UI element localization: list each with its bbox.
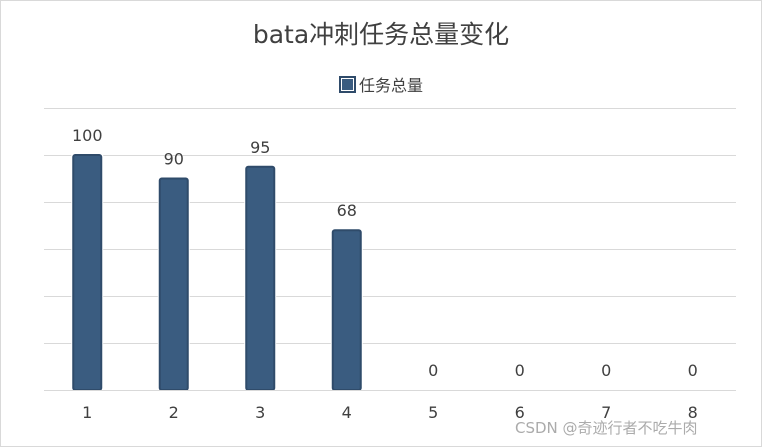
x-tick-label: 7 <box>601 403 611 422</box>
bar <box>245 165 276 391</box>
legend-label: 任务总量 <box>358 76 423 95</box>
data-label: 0 <box>688 361 698 380</box>
legend-swatch <box>338 75 356 93</box>
watermark: CSDN @奇迹行者不吃牛肉 <box>515 419 698 437</box>
data-label: 0 <box>601 361 611 380</box>
data-label: 0 <box>515 361 525 380</box>
bar <box>331 229 362 391</box>
x-tick-label: 5 <box>428 403 438 422</box>
data-label: 95 <box>250 138 270 157</box>
x-tick-label: 2 <box>169 403 179 422</box>
data-label: 90 <box>164 150 184 169</box>
x-tick-label: 1 <box>82 403 92 422</box>
x-tick-label: 3 <box>255 403 265 422</box>
chart-legend: 任务总量 <box>0 72 762 96</box>
x-tick-label: 8 <box>688 403 698 422</box>
chart-title: bata冲刺任务总量变化 <box>252 20 510 49</box>
data-label: 68 <box>337 201 357 220</box>
bar <box>72 154 103 391</box>
bar <box>158 177 189 391</box>
data-label: 0 <box>428 361 438 380</box>
x-tick-label: 6 <box>515 403 525 422</box>
x-tick-label: 4 <box>342 403 352 422</box>
data-label: 100 <box>72 126 103 145</box>
